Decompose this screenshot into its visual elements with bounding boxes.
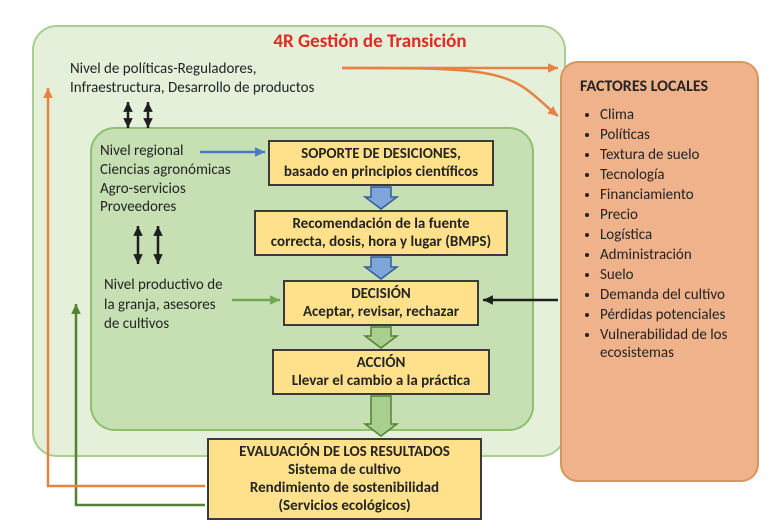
box-line: Llevar el cambio a la práctica: [292, 372, 471, 390]
factors-item: Políticas: [600, 126, 741, 144]
box-line: ACCIÓN: [357, 354, 406, 372]
box-decision: DECISIÓNAceptar, revisar, rechazar: [283, 280, 479, 326]
box-recomendacion: Recomendación de la fuentecorrecta, dosi…: [254, 210, 508, 256]
factors-item: Precio: [600, 206, 741, 224]
box-line: Sistema de cultivo: [288, 461, 401, 479]
box-line: DECISIÓN: [351, 285, 411, 303]
box-line: EVALUACIÓN DE LOS RESULTADOS: [239, 443, 450, 461]
factors-title: FACTORES LOCALES: [580, 77, 741, 96]
factors-item: Administración: [600, 246, 741, 264]
factors-panel: FACTORES LOCALES Clima Políticas Textura d…: [560, 61, 759, 482]
box-line: Rendimiento de sostenibilidad: [250, 479, 439, 497]
factors-item: Suelo: [600, 266, 741, 284]
farm-text: Nivel productivo de la granja, asesores …: [104, 276, 223, 335]
box-line: basado en principios científicos: [284, 163, 478, 181]
factors-item: Vulnerabilidad de los ecosistemas: [600, 326, 741, 362]
box-line: correcta, dosis, hora y lugar (BMPS): [271, 233, 491, 251]
box-line: (Servicios ecológicos): [278, 497, 410, 515]
box-soporte: SOPORTE DE DESICIONES,basado en principi…: [268, 140, 494, 186]
box-line: SOPORTE DE DESICIONES,: [301, 145, 461, 163]
box-line: Aceptar, revisar, rechazar: [303, 303, 459, 321]
factors-item: Clima: [600, 106, 741, 124]
factors-item: Textura de suelo: [600, 146, 741, 164]
factors-item: Tecnología: [600, 166, 741, 184]
factors-item: Pérdidas potenciales: [600, 306, 741, 324]
regional-text: Nivel regional Ciencias agronómicas Agro…: [100, 142, 231, 217]
factors-item: Demanda del cultivo: [600, 286, 741, 304]
factors-item: Logística: [600, 226, 741, 244]
box-line: Recomendación de la fuente: [292, 215, 469, 233]
factors-item: Financiamiento: [600, 186, 741, 204]
box-accion: ACCIÓNLlevar el cambio a la práctica: [272, 349, 490, 395]
policy-text: Nivel de políticas-Reguladores, Infraest…: [70, 60, 314, 98]
box-evaluacion: EVALUACIÓN DE LOS RESULTADOSSistema de c…: [207, 438, 482, 520]
factors-list: Clima Políticas Textura de suelo Tecnología…: [580, 106, 741, 362]
diagram-title: 4R Gestión de Transición: [230, 30, 510, 53]
